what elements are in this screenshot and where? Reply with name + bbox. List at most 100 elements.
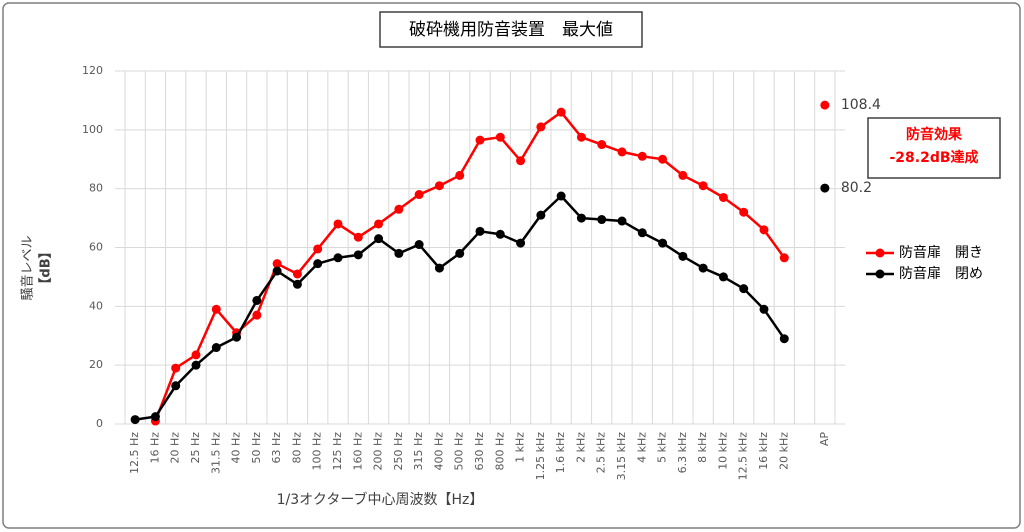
data-point — [353, 232, 363, 242]
x-tick-label: 16 Hz — [148, 432, 161, 464]
y-tick-label: 80 — [89, 182, 103, 195]
chart-title: 破砕機用防音装置 最大値 — [409, 20, 613, 40]
x-tick-label: 63 Hz — [270, 432, 283, 464]
data-point — [597, 215, 607, 225]
data-point — [759, 304, 769, 314]
x-tick-label: 31.5 Hz — [209, 432, 222, 474]
data-point — [374, 234, 384, 244]
data-point — [434, 263, 444, 273]
y-axis-label-line: 騒音レベル — [20, 235, 36, 300]
data-point — [272, 259, 282, 269]
data-point — [252, 310, 262, 320]
data-point — [130, 415, 140, 425]
x-tick-label: 200 Hz — [372, 432, 385, 471]
x-tick-label: 1.6 kHz — [554, 432, 567, 474]
data-point — [739, 284, 749, 294]
data-point — [394, 204, 404, 214]
data-point — [820, 183, 830, 193]
y-tick-label: 0 — [96, 417, 103, 430]
data-point — [211, 304, 221, 314]
data-point — [698, 263, 708, 273]
x-tick-label: 40 Hz — [230, 432, 243, 464]
data-point — [516, 156, 526, 166]
x-tick-label: 315 Hz — [412, 432, 425, 471]
x-tick-label: 160 Hz — [351, 432, 364, 471]
x-tick-label: 2.5 kHz — [595, 432, 608, 474]
data-point — [150, 412, 160, 422]
data-point — [759, 225, 769, 235]
y-tick-label: 120 — [82, 64, 103, 77]
x-tick-label: 5 kHz — [656, 432, 669, 463]
data-point — [820, 100, 830, 110]
title-box — [379, 11, 643, 48]
data-point — [617, 147, 627, 157]
y-tick-label: 60 — [89, 241, 103, 254]
y-tick-label: 20 — [89, 358, 103, 371]
data-point — [678, 251, 688, 261]
data-point — [171, 363, 181, 373]
data-point — [272, 266, 282, 276]
data-point — [576, 213, 586, 223]
data-point — [475, 226, 485, 236]
data-point — [171, 381, 181, 391]
x-tick-label: 12.5 kHz — [737, 432, 750, 481]
data-point — [232, 332, 242, 342]
data-point — [313, 259, 323, 269]
data-point — [678, 170, 688, 180]
x-tick-label: 25 Hz — [189, 432, 202, 464]
x-tick-label: 16 kHz — [757, 432, 770, 470]
x-tick-label: 20 Hz — [169, 432, 182, 464]
data-point — [455, 170, 465, 180]
x-tick-label: 400 Hz — [432, 432, 445, 471]
x-tick-label: 50 Hz — [250, 432, 263, 464]
x-tick-label: 4 kHz — [635, 432, 648, 463]
data-point — [211, 343, 221, 353]
data-point — [779, 253, 789, 263]
data-point — [536, 210, 546, 220]
data-point — [191, 350, 201, 360]
x-tick-label: 20 kHz — [777, 432, 790, 470]
data-point — [333, 219, 343, 229]
data-label: 108.4 — [841, 97, 881, 113]
y-tick-label: 100 — [82, 123, 103, 136]
data-point — [658, 238, 668, 248]
data-point — [739, 207, 749, 217]
data-point — [536, 122, 546, 132]
x-tick-label: 250 Hz — [392, 432, 405, 471]
y-axis-label-line: 【dB】 — [38, 245, 54, 290]
annotation-box — [867, 117, 1001, 179]
x-tick-label: 2 kHz — [574, 432, 587, 463]
annotation: -28.2dB達成 — [889, 149, 978, 166]
data-point — [637, 151, 647, 161]
data-point — [637, 228, 647, 238]
x-tick-label: 500 Hz — [453, 432, 466, 471]
data-point — [455, 248, 465, 258]
x-tick-label: 800 Hz — [493, 432, 506, 471]
data-point — [374, 219, 384, 229]
x-tick-label: 1.25 kHz — [534, 432, 547, 481]
data-point — [394, 248, 404, 258]
data-point — [556, 191, 566, 201]
data-point — [313, 244, 323, 254]
x-axis-label: 1/3オクターブ中心周波数【Hz】 — [277, 491, 484, 508]
data-point — [658, 154, 668, 164]
data-point — [718, 192, 728, 202]
data-point — [353, 250, 363, 260]
data-point — [292, 279, 302, 289]
legend-marker — [875, 248, 885, 258]
data-point — [779, 334, 789, 344]
data-label: 80.2 — [841, 180, 872, 196]
data-point — [252, 295, 262, 305]
x-tick-label: 12.5 Hz — [128, 432, 141, 474]
data-point — [333, 253, 343, 263]
data-point — [617, 216, 627, 226]
x-tick-label: 1 kHz — [514, 432, 527, 463]
x-tick-label: 10 kHz — [716, 432, 729, 470]
data-point — [292, 269, 302, 279]
data-point — [698, 181, 708, 191]
data-point — [516, 238, 526, 248]
data-point — [597, 140, 607, 150]
data-point — [414, 190, 424, 200]
x-tick-label: 125 Hz — [331, 432, 344, 471]
